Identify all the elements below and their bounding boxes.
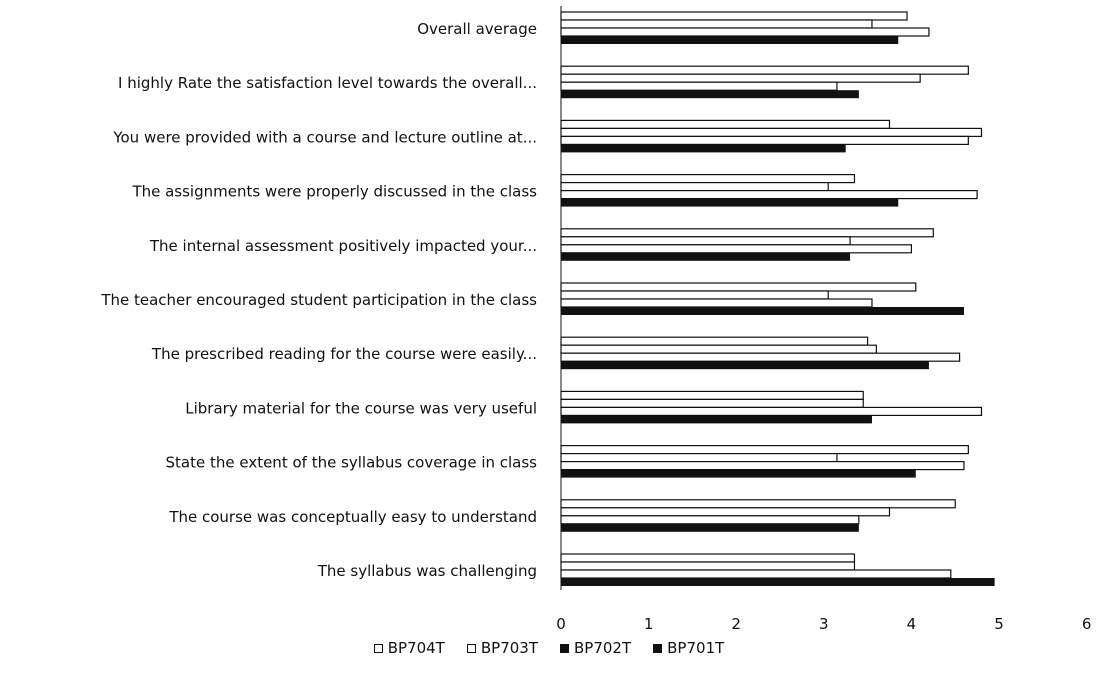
bar-bp701t (561, 36, 899, 44)
x-tick-label: 6 (1082, 615, 1092, 630)
legend-item-bp701t: BP701T (653, 639, 724, 657)
bar-bp701t (561, 90, 859, 99)
bar-bp702t (560, 244, 912, 254)
bar-bp704t (560, 499, 956, 509)
bar-bp702t (560, 190, 978, 200)
bar-bp701t (561, 307, 964, 315)
bar-bp703t (560, 290, 829, 300)
legend-item-bp704t: BP704T (373, 639, 445, 657)
bar-bp701t (561, 252, 851, 261)
category-label: Library material for the course was very… (185, 399, 537, 417)
category-label: The prescribed reading for the course we… (151, 345, 537, 363)
legend-item-bp703t: BP703T (466, 639, 538, 657)
category-label: The course was conceptually easy to unde… (168, 508, 537, 526)
category-label: The syllabus was challenging (317, 562, 537, 580)
chart-legend: BP704T BP703T BP702T BP701T (0, 639, 1098, 657)
bar-bp702t (560, 135, 969, 145)
bar-bp704t (560, 119, 891, 130)
bar-bp704t (560, 65, 969, 75)
x-tick-label: 5 (994, 615, 1004, 630)
bar-bp702t (560, 461, 965, 471)
bar-bp703t (560, 398, 864, 408)
bar-bp702t (560, 406, 983, 416)
bar-bp704t (560, 445, 969, 455)
legend-label-bp704t: BP704T (387, 639, 445, 657)
bar-bp703t (560, 19, 873, 29)
category-label: Overall average (417, 20, 537, 38)
bar-bp702t (560, 515, 860, 525)
bar-bp702t (560, 81, 838, 91)
category-label: The assignments were properly discussed … (131, 183, 537, 201)
x-tick-label: 4 (907, 615, 917, 630)
x-tick-label: 0 (556, 615, 566, 630)
bar-chart: Overall average I highly Rate the satisfa… (100, 6, 1092, 630)
bar-bp701t (561, 144, 846, 153)
bar-bp704t (560, 390, 864, 400)
bar-bp702t (560, 27, 930, 37)
bar-bp701t (561, 469, 916, 478)
bar-bp703t (560, 182, 829, 192)
bar-bp703t (560, 73, 921, 83)
legend-item-bp702t: BP702T (560, 639, 631, 657)
bar-bp701t (561, 361, 929, 370)
legend-swatch-bp704t (373, 643, 383, 653)
bar-bp704t (560, 11, 908, 21)
category-label: The internal assessment positively impac… (149, 237, 537, 255)
legend-swatch-bp702t (560, 643, 569, 653)
category-label: State the extent of the syllabus coverag… (166, 454, 538, 472)
legend-swatch-bp703t (466, 643, 476, 653)
bar-bp702t (560, 569, 952, 579)
x-tick-label: 2 (731, 615, 741, 630)
legend-label-bp703t: BP703T (480, 639, 538, 657)
bar-bp704t (560, 336, 869, 346)
category-label: You were provided with a course and lect… (112, 128, 537, 146)
x-tick-label: 3 (819, 615, 829, 630)
bar-bp703t (560, 561, 856, 571)
bar-bp704t (560, 228, 934, 238)
bar-bp704t (560, 174, 856, 184)
bar-bp701t (561, 578, 995, 586)
bar-bp703t (560, 453, 838, 463)
bar-bp703t (560, 127, 983, 137)
bar-bp701t (561, 198, 899, 207)
bar-bp702t (560, 298, 873, 308)
legend-label-bp702t: BP702T (574, 639, 632, 657)
bar-bp701t (561, 523, 859, 532)
legend-label-bp701t: BP701T (667, 639, 725, 657)
legend-swatch-bp701t (653, 643, 663, 653)
x-tick-label: 1 (644, 615, 654, 630)
bar-bp703t (560, 236, 851, 246)
bar-bp704t (560, 282, 917, 292)
bar-bp703t (560, 507, 891, 517)
bar-bp704t (560, 553, 856, 563)
category-label: The teacher encouraged student participa… (100, 291, 537, 309)
category-label: I highly Rate the satisfaction level tow… (118, 74, 537, 92)
bar-bp701t (561, 415, 872, 424)
bar-bp702t (560, 352, 961, 362)
bar-bp703t (560, 344, 877, 354)
